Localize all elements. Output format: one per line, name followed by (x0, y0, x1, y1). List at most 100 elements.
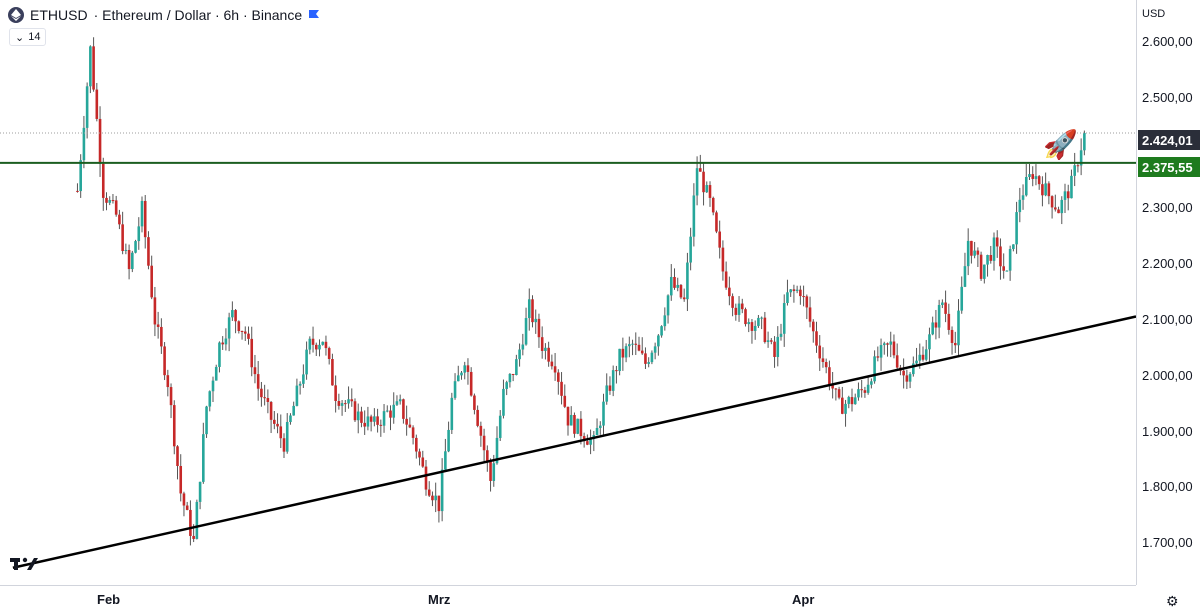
candle-down (405, 418, 408, 425)
candle-up (285, 421, 289, 452)
candle-down (314, 344, 318, 350)
candle-down (327, 348, 331, 360)
candle-up (1079, 150, 1083, 166)
candle-down (182, 493, 186, 506)
candle-down (250, 338, 254, 368)
time-axis[interactable] (0, 585, 1136, 616)
support-trendline[interactable] (12, 315, 1137, 569)
candle-down (902, 370, 905, 376)
candle-down (841, 397, 844, 414)
candle-up (224, 338, 228, 345)
candle-down (240, 330, 244, 332)
candle-down (979, 254, 983, 279)
candle-up (779, 333, 783, 337)
rocket-icon: 🚀 (1043, 129, 1078, 160)
chevron-down-icon[interactable]: ⌄ (15, 31, 25, 44)
candle-up (292, 405, 295, 416)
candle-up (782, 303, 786, 334)
candle-down (989, 255, 993, 261)
candle-up (879, 345, 883, 358)
candle-down (763, 317, 767, 343)
candle-up (786, 292, 789, 304)
time-tick-label: Apr (792, 592, 815, 607)
indicator-chip[interactable]: ⌄ 14 (9, 28, 47, 46)
candle-down (192, 535, 195, 539)
price-axis[interactable] (1136, 0, 1200, 585)
candle-up (689, 236, 692, 263)
candle-down (728, 287, 731, 297)
candle-up (524, 318, 528, 345)
candle-up (137, 226, 141, 242)
candle-up (373, 416, 376, 422)
candle-down (424, 466, 428, 490)
candle-up (870, 381, 873, 385)
candle-down (557, 372, 560, 382)
candle-down (1076, 165, 1080, 167)
candle-down (369, 416, 373, 422)
candle-up (289, 415, 292, 422)
tradingview-logo-icon[interactable] (10, 556, 38, 577)
candle-down (172, 405, 176, 447)
candle-down (850, 397, 854, 405)
candle-down (792, 289, 796, 292)
candle-up (195, 501, 199, 539)
candle-up (669, 276, 673, 296)
candle-up (302, 374, 305, 384)
candle-up (382, 411, 386, 426)
blue-flag-icon[interactable] (308, 9, 320, 21)
settings-gear-icon[interactable]: ⚙ (1166, 593, 1179, 609)
candle-down (1066, 191, 1070, 199)
candle-up (1028, 174, 1031, 177)
last-price-badge: 2.424,01 (1138, 130, 1200, 150)
candle-down (350, 399, 354, 402)
candle-down (437, 495, 441, 512)
time-tick-label: Feb (97, 592, 121, 607)
candle-up (205, 406, 208, 435)
candle-down (566, 406, 570, 426)
candle-down (421, 457, 425, 467)
candle-up (983, 264, 986, 279)
candle-down (818, 345, 822, 359)
candle-down (1031, 174, 1035, 179)
candle-down (1047, 183, 1051, 197)
candle-up (966, 240, 970, 267)
candle-down (479, 425, 483, 436)
candle-down (476, 409, 479, 426)
candle-down (1037, 176, 1041, 185)
currency-label: USD (1142, 8, 1166, 20)
candle-up (1044, 183, 1047, 196)
candle-up (569, 415, 573, 426)
candle-up (89, 46, 92, 87)
candle-up (873, 356, 876, 382)
candle-last (1083, 133, 1086, 151)
candle-down (469, 371, 473, 396)
candle-up (705, 185, 709, 193)
candle-down (540, 337, 544, 351)
candle-down (76, 190, 79, 192)
candle-down (679, 284, 683, 298)
candle-down (379, 424, 383, 426)
chart-title: · Ethereum / Dollar · 6h · Binance (93, 7, 303, 23)
candle-down (702, 171, 705, 193)
candle-down (101, 163, 105, 198)
candle-up (444, 451, 447, 470)
candle-down (344, 403, 347, 405)
candle-up (1005, 270, 1009, 272)
candle-down (808, 307, 812, 322)
candle-down (143, 200, 147, 238)
candle-up (973, 250, 976, 256)
candle-down (256, 374, 260, 389)
candle-up (140, 200, 144, 227)
candle-down (324, 341, 328, 349)
candle-up (598, 425, 602, 428)
candle-down (773, 341, 776, 357)
candle-up (85, 86, 89, 128)
candle-up (915, 360, 918, 364)
symbol-label[interactable]: ETHUSD (30, 7, 88, 23)
candle-up (534, 318, 538, 323)
candle-down (711, 197, 715, 213)
candle-down (550, 361, 554, 367)
candle-down (243, 331, 247, 334)
candle-down (811, 321, 815, 332)
